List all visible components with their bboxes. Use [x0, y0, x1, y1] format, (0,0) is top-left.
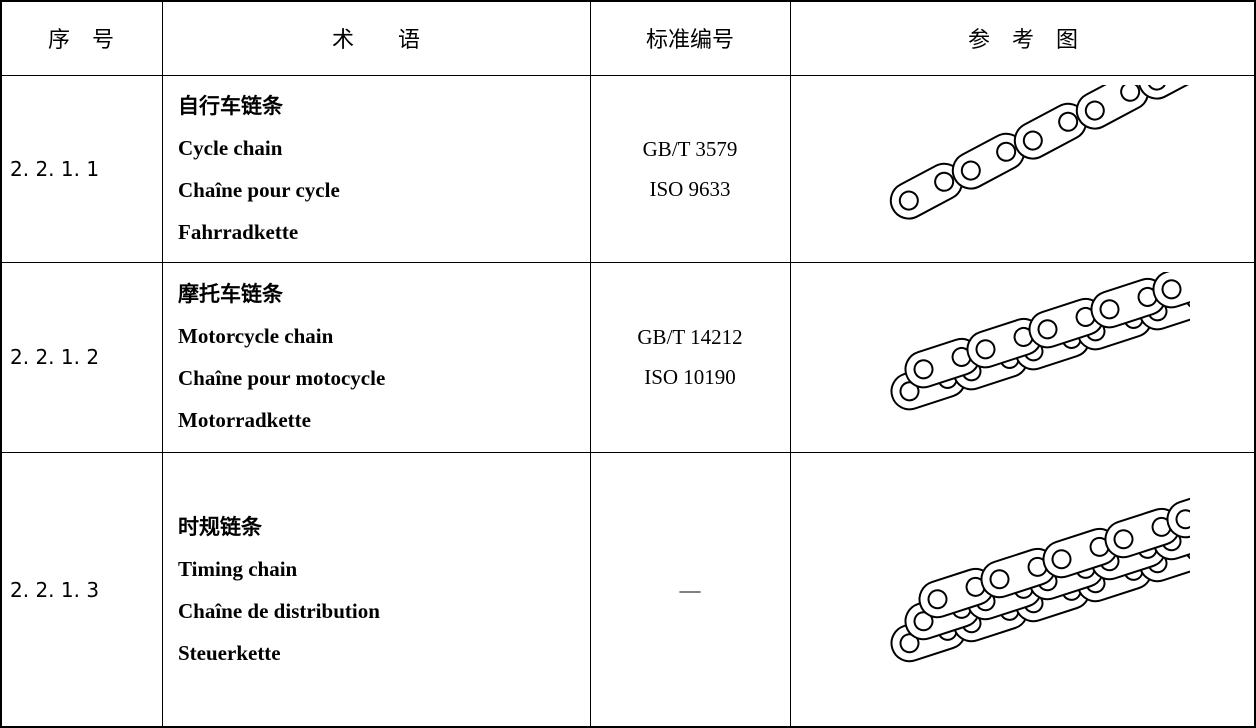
term: Fahrradkette	[178, 219, 299, 244]
term: Motorradkette	[178, 408, 311, 432]
chain-drawing	[889, 85, 1190, 220]
standard: ISO 9633	[649, 176, 731, 201]
header-cell: 术 语	[331, 27, 420, 53]
standard-cell: —	[590, 452, 790, 728]
term: 时规链条	[178, 515, 262, 539]
column-rule	[0, 0, 2, 728]
term-cell: 摩托车链条 Motorcycle chain Chaîne pour motocyc…	[162, 262, 590, 452]
header-cell: 标准编号	[645, 27, 734, 53]
term: Chaîne pour motocycle	[178, 366, 386, 390]
header-cell: 序 号	[47, 27, 114, 53]
term: Cycle chain	[178, 135, 283, 160]
standard: ISO 10190	[644, 365, 736, 389]
row-number: 2. 2. 1. 2	[10, 345, 100, 369]
standard-cell: GB/T 14212 ISO 10190	[590, 262, 790, 452]
term: Motorcycle chain	[178, 324, 334, 348]
row-rule	[0, 452, 1256, 453]
row-number: 2. 2. 1. 3	[10, 578, 100, 602]
row-rule	[0, 0, 1256, 2]
header-cell: 参 考 图	[967, 27, 1078, 53]
column-rule	[162, 0, 163, 728]
standard: GB/T 3579	[642, 136, 738, 161]
term: Chaîne pour cycle	[178, 177, 340, 202]
term: 摩托车链条	[178, 282, 283, 306]
row-rule	[0, 75, 1256, 76]
chain-drawing	[890, 272, 1190, 411]
chain-drawing	[890, 487, 1190, 663]
term-cell: 自行车链条 Cycle chain Chaîne pour cycle Fahrrad…	[162, 75, 590, 262]
standard-cell: GB/T 3579 ISO 9633	[590, 75, 790, 262]
term-cell: 时规链条 Timing chain Chaîne de distribution St…	[162, 452, 590, 728]
term: Steuerkette	[178, 641, 281, 665]
column-rule	[790, 0, 791, 728]
row-number: 2. 2. 1. 1	[10, 156, 100, 181]
column-rule	[590, 0, 591, 728]
term: Chaîne de distribution	[178, 599, 380, 623]
row-rule	[0, 262, 1256, 263]
column-rule	[1254, 0, 1256, 728]
standard: —	[679, 578, 701, 602]
row-rule	[0, 726, 1256, 728]
standard: GB/T 14212	[637, 325, 743, 349]
term: Timing chain	[178, 557, 298, 581]
term: 自行车链条	[178, 93, 283, 118]
